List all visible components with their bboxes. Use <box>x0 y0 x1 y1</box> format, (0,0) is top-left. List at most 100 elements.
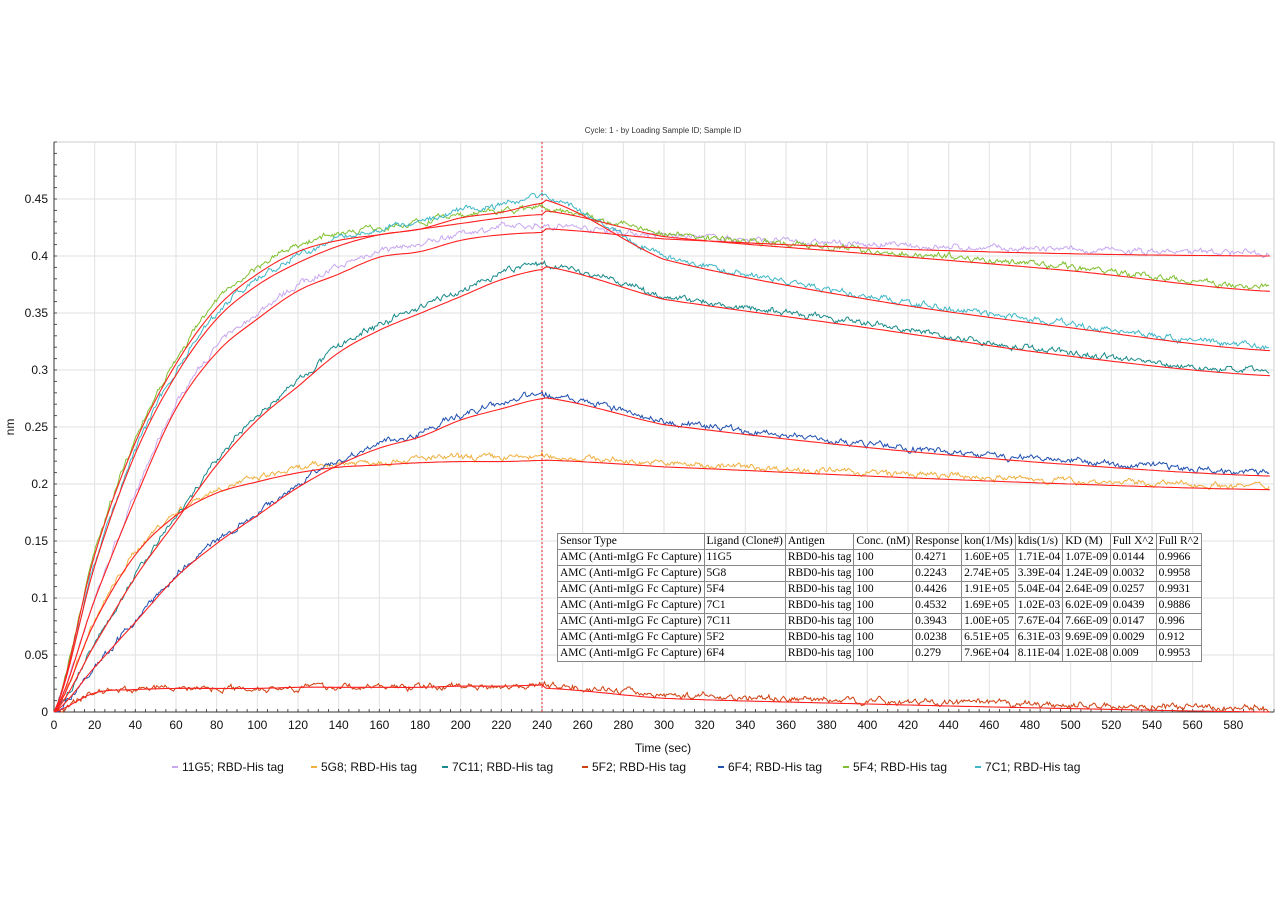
table-cell: 5.04E-04 <box>1014 581 1064 598</box>
table-cell: AMC (Anti-mIgG Fc Capture) <box>557 581 705 598</box>
table-cell: 1.24E-09 <box>1062 565 1111 582</box>
x-axis-label: Time (sec) <box>635 741 691 755</box>
x-tick-label: 280 <box>613 718 633 732</box>
x-tick-label: 0 <box>51 718 58 732</box>
chart-title: Cycle: 1 - by Loading Sample ID; Sample … <box>585 126 742 135</box>
table-cell: 0.0144 <box>1109 549 1157 566</box>
x-tick-label: 440 <box>939 718 959 732</box>
legend-item[interactable]: 6F4; RBD-His tag <box>718 760 822 774</box>
table-header-cell: Response <box>912 533 963 550</box>
table-cell: 1.02E-03 <box>1014 597 1064 614</box>
table-cell: 0.912 <box>1155 629 1202 646</box>
table-cell: 0.9886 <box>1155 597 1202 614</box>
table-cell: 1.91E+05 <box>961 581 1016 598</box>
legend-label: 11G5; RBD-His tag <box>182 760 284 774</box>
y-tick-label: 0.45 <box>25 192 49 206</box>
legend-item[interactable]: 5F2; RBD-His tag <box>582 760 686 774</box>
x-tick-label: 240 <box>532 718 552 732</box>
series-line-7C11 <box>54 259 1270 713</box>
table-header-cell: Full X^2 <box>1109 533 1157 550</box>
table-header-cell: Antigen <box>784 533 855 550</box>
table-cell: RBD0-his tag <box>784 629 855 646</box>
table-cell: 5G8 <box>703 565 786 582</box>
y-tick-label: 0.25 <box>25 420 49 434</box>
y-axis-label: nm <box>3 419 17 436</box>
series-line-5F2 <box>53 680 1270 713</box>
x-tick-label: 120 <box>288 718 308 732</box>
legend-label: 5F2; RBD-His tag <box>592 760 686 774</box>
table-cell: 100 <box>853 645 914 662</box>
legend-label: 7C11; RBD-His tag <box>452 760 553 774</box>
table-row: AMC (Anti-mIgG Fc Capture) 6F4 RBD0-his ta… <box>557 645 1202 662</box>
x-tick-label: 320 <box>695 718 715 732</box>
y-tick-label: 0 <box>41 705 48 719</box>
table-cell: 0.4271 <box>912 549 963 566</box>
table-cell: 100 <box>853 613 914 630</box>
table-header-cell: Sensor Type <box>557 533 705 550</box>
legend-item[interactable]: 7C11; RBD-His tag <box>442 760 553 774</box>
series-line-7C1 <box>53 192 1270 713</box>
x-tick-label: 380 <box>817 718 837 732</box>
table-cell: AMC (Anti-mIgG Fc Capture) <box>557 549 705 566</box>
legend-item[interactable]: 11G5; RBD-His tag <box>172 760 284 774</box>
table-cell: 7.66E-09 <box>1062 613 1111 630</box>
table-cell: RBD0-his tag <box>784 549 855 566</box>
x-tick-label: 460 <box>979 718 999 732</box>
y-tick-label: 0.4 <box>31 249 48 263</box>
table-cell: 0.9958 <box>1155 565 1202 582</box>
table-cell: 6F4 <box>703 645 786 662</box>
y-tick-label: 0.2 <box>31 477 48 491</box>
x-tick-label: 80 <box>210 718 224 732</box>
table-row: AMC (Anti-mIgG Fc Capture) 7C1 RBD0-his ta… <box>557 597 1202 614</box>
fit-line-5F4 <box>53 210 1270 713</box>
table-cell: 0.009 <box>1109 645 1157 662</box>
table-cell: 11G5 <box>703 549 786 566</box>
table-cell: 6.02E-09 <box>1062 597 1111 614</box>
table-header-cell: KD (M) <box>1062 533 1111 550</box>
table-cell: 0.4426 <box>912 581 963 598</box>
table-cell: 1.60E+05 <box>961 549 1016 566</box>
kinetics-table: Sensor Type Ligand (Clone#) Antigen Conc. (… <box>557 533 1202 662</box>
fit-line-11G5 <box>53 228 1270 713</box>
table-row: AMC (Anti-mIgG Fc Capture) 11G5 RBD0-his t… <box>557 549 1202 566</box>
table-cell: 0.9953 <box>1155 645 1202 662</box>
fit-line-5F2 <box>53 684 1270 713</box>
table-cell: AMC (Anti-mIgG Fc Capture) <box>557 613 705 630</box>
y-tick-label: 0.1 <box>31 591 48 605</box>
legend-item[interactable]: 5F4; RBD-His tag <box>843 760 947 774</box>
x-tick-label: 200 <box>451 718 471 732</box>
x-tick-label: 520 <box>1101 718 1121 732</box>
table-cell: 0.3943 <box>912 613 963 630</box>
table-cell: 0.9966 <box>1155 549 1202 566</box>
x-tick-label: 340 <box>735 718 755 732</box>
legend-label: 5G8; RBD-His tag <box>321 760 417 774</box>
fit-line-5G8 <box>53 459 1270 713</box>
table-cell: AMC (Anti-mIgG Fc Capture) <box>557 645 705 662</box>
y-tick-label: 0.15 <box>25 534 49 548</box>
table-cell: AMC (Anti-mIgG Fc Capture) <box>557 629 705 646</box>
y-tick-label: 0.05 <box>25 648 49 662</box>
x-tick-label: 20 <box>88 718 102 732</box>
series-line-5G8 <box>54 451 1270 713</box>
x-tick-label: 300 <box>654 718 674 732</box>
table-cell: RBD0-his tag <box>784 597 855 614</box>
table-cell: 0.0147 <box>1109 613 1157 630</box>
table-cell: 3.39E-04 <box>1014 565 1064 582</box>
table-cell: 1.00E+05 <box>961 613 1016 630</box>
table-cell: 5F2 <box>703 629 786 646</box>
legend-label: 5F4; RBD-His tag <box>853 760 947 774</box>
table-cell: 100 <box>853 597 914 614</box>
legend-item[interactable]: 5G8; RBD-His tag <box>311 760 417 774</box>
x-tick-label: 560 <box>1183 718 1203 732</box>
table-row: AMC (Anti-mIgG Fc Capture) 5F2 RBD0-his ta… <box>557 629 1202 646</box>
table-row: AMC (Anti-mIgG Fc Capture) 5F4 RBD0-his ta… <box>557 581 1202 598</box>
x-tick-label: 180 <box>410 718 430 732</box>
table-cell: 6.51E+05 <box>961 629 1016 646</box>
table-cell: 0.0439 <box>1109 597 1157 614</box>
fit-line-6F4 <box>53 397 1270 713</box>
x-tick-label: 400 <box>857 718 877 732</box>
table-cell: 100 <box>853 549 914 566</box>
legend-item[interactable]: 7C1; RBD-His tag <box>975 760 1080 774</box>
table-cell: 9.69E-09 <box>1062 629 1111 646</box>
x-tick-label: 420 <box>898 718 918 732</box>
